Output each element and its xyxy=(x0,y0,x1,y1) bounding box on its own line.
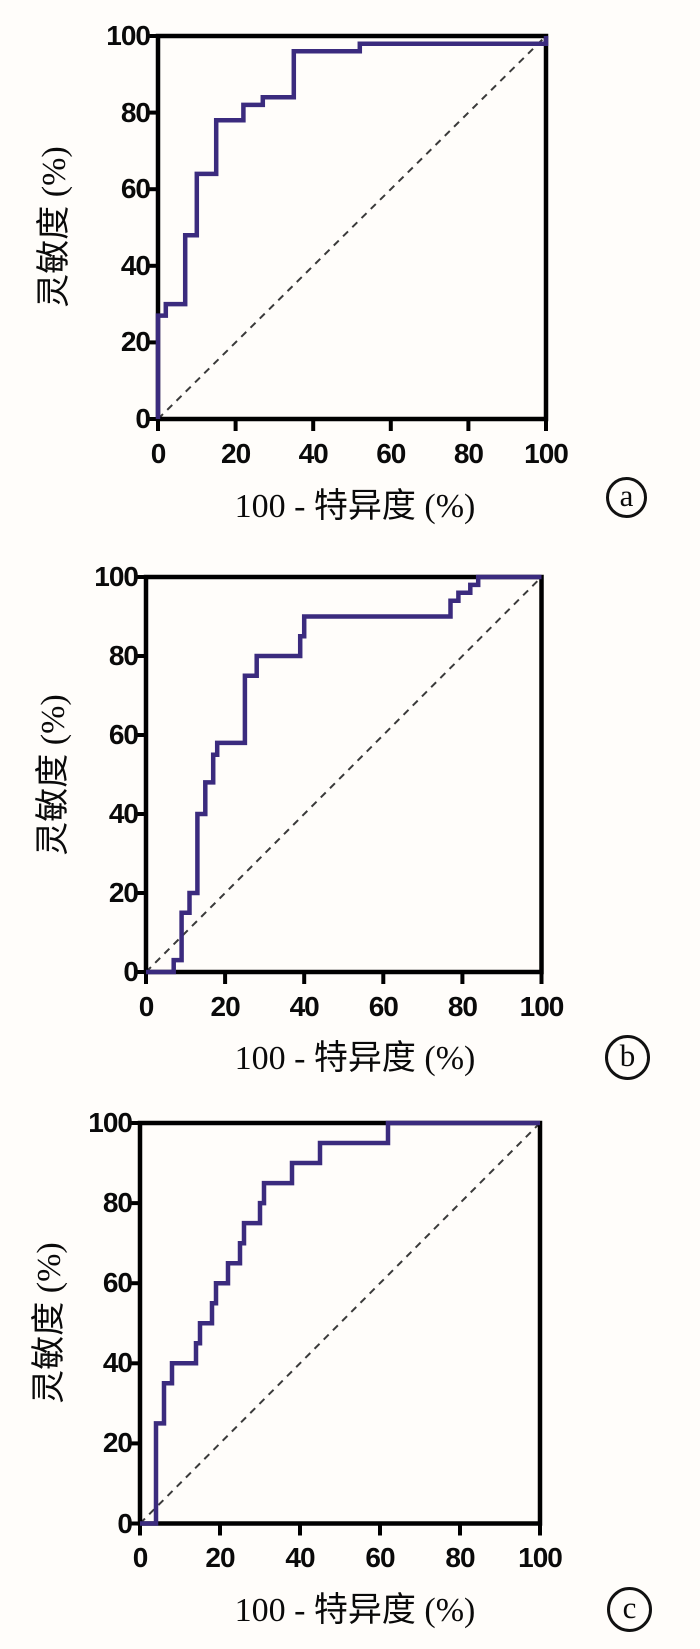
x-tick-label-b: 20 xyxy=(210,991,241,1022)
x-tick-label-c: 0 xyxy=(132,1542,149,1573)
panel-badge-a: a xyxy=(606,477,647,518)
panel-badge-c: c xyxy=(607,1587,652,1632)
x-axis-label-b: 100 - 特异度 (%) xyxy=(234,1040,476,1077)
x-tick-label-c: 20 xyxy=(205,1542,235,1573)
y-tick-label-a: 0 xyxy=(135,403,151,434)
x-tick-label-a: 0 xyxy=(150,438,167,469)
y-tick-label-b: 80 xyxy=(108,640,139,671)
panel-badge-a-letter: a xyxy=(619,478,634,513)
y-tick-label-b: 0 xyxy=(123,956,139,987)
roc-curve-b xyxy=(146,574,542,975)
plot-box-c xyxy=(137,1120,543,1526)
roc-curve-a xyxy=(155,36,549,419)
y-axis-label-b: 灵敏度 (%) xyxy=(35,694,72,856)
y-tick-label-a: 100 xyxy=(106,20,151,51)
plot-box-a xyxy=(155,33,549,422)
y-tick-label-c: 20 xyxy=(102,1427,133,1459)
y-tick-label-c: 100 xyxy=(88,1107,133,1138)
y-tick-label-b: 40 xyxy=(108,798,139,829)
y-tick-label-a: 20 xyxy=(120,326,151,358)
x-tick-label-a: 80 xyxy=(453,438,484,469)
x-tick-label-b: 80 xyxy=(447,991,478,1022)
y-tick-label-c: 80 xyxy=(102,1187,133,1219)
x-tick-label-b: 0 xyxy=(138,991,155,1022)
y-tick-label-c: 0 xyxy=(117,1507,133,1539)
x-tick-label-b: 40 xyxy=(289,991,320,1022)
chance-diagonal-a xyxy=(157,35,547,420)
x-tick-label-a: 60 xyxy=(376,438,406,469)
panel-badge-c-letter: c xyxy=(622,1590,637,1625)
x-tick-label-c: 60 xyxy=(365,1542,395,1573)
x-tick-label-c: 80 xyxy=(445,1542,475,1573)
plot-box-b xyxy=(143,574,544,975)
y-tick-label-b: 20 xyxy=(108,877,139,908)
x-tick-label-b: 100 xyxy=(519,991,565,1022)
panel-badge-b-letter: b xyxy=(619,1038,636,1073)
y-axis-label-c: 灵敏度 (%) xyxy=(31,1242,68,1404)
chance-diagonal-c xyxy=(139,1122,541,1525)
x-tick-label-c: 40 xyxy=(285,1542,315,1573)
y-tick-label-a: 60 xyxy=(120,173,151,205)
y-axis-label-a: 灵敏度 (%) xyxy=(36,146,73,308)
x-axis-label-c: 100 - 特异度 (%) xyxy=(234,1592,476,1629)
y-tick-label-c: 60 xyxy=(102,1267,133,1299)
y-tick-label-a: 80 xyxy=(120,96,151,128)
roc-curve-c xyxy=(140,1120,540,1526)
x-tick-label-a: 100 xyxy=(524,438,569,469)
chance-diagonal-b xyxy=(145,576,543,973)
y-tick-label-b: 60 xyxy=(108,719,139,750)
panel-badge-b: b xyxy=(605,1035,650,1080)
x-tick-label-b: 60 xyxy=(368,991,399,1022)
x-tick-label-a: 40 xyxy=(298,438,329,469)
y-tick-label-b: 100 xyxy=(94,561,139,592)
y-tick-label-c: 40 xyxy=(102,1347,133,1379)
y-tick-label-a: 40 xyxy=(120,249,151,281)
x-axis-label-a: 100 - 特异度 (%) xyxy=(234,488,476,525)
x-tick-label-a: 20 xyxy=(221,438,251,469)
x-tick-label-c: 100 xyxy=(518,1542,563,1573)
